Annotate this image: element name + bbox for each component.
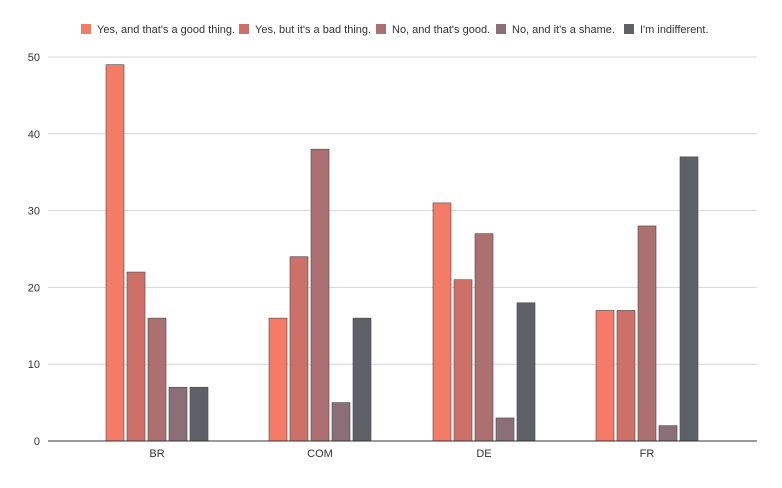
chart-bars — [105, 64, 699, 442]
bar — [595, 310, 615, 442]
bar — [658, 425, 678, 442]
x-tick-label: BR — [149, 448, 164, 460]
legend-swatch — [624, 24, 634, 34]
legend-item: Yes, but it's a bad thing. — [239, 24, 371, 36]
y-tick-label: 40 — [28, 129, 40, 141]
bar — [474, 233, 494, 442]
legend-item: Yes, and that's a good thing. — [81, 24, 235, 36]
legend-swatch — [81, 24, 91, 34]
legend-label: I'm indifferent. — [640, 24, 709, 36]
bar — [168, 386, 188, 442]
x-tick-label: FR — [640, 448, 655, 460]
legend-item: No, and it's a shame. — [496, 24, 615, 36]
legend-swatch — [239, 24, 249, 34]
legend-item: I'm indifferent. — [624, 24, 709, 36]
x-tick-label: COM — [307, 448, 333, 460]
y-tick-label: 10 — [28, 359, 40, 371]
x-tick-label: DE — [476, 448, 491, 460]
bar — [310, 148, 330, 442]
bar — [105, 64, 125, 442]
bar — [453, 279, 473, 442]
legend-swatch — [376, 24, 386, 34]
y-tick-label: 30 — [28, 206, 40, 218]
bar — [637, 225, 657, 442]
bar — [189, 386, 209, 442]
bar — [495, 417, 515, 442]
bar — [331, 402, 351, 442]
bar — [616, 310, 636, 442]
bar — [352, 317, 372, 442]
legend-label: Yes, but it's a bad thing. — [255, 24, 371, 36]
x-axis-ticks: BR COM DE FR — [149, 448, 654, 460]
legend-swatch — [496, 24, 506, 34]
legend-item: No, and that's good. — [376, 24, 490, 36]
y-tick-label: 0 — [34, 436, 40, 448]
bar — [147, 317, 167, 442]
legend-label: No, and that's good. — [392, 24, 490, 36]
bar — [289, 256, 309, 442]
bar — [268, 317, 288, 442]
legend-label: No, and it's a shame. — [512, 24, 615, 36]
bar — [679, 156, 699, 442]
y-tick-label: 50 — [28, 52, 40, 64]
y-tick-label: 20 — [28, 282, 40, 294]
bar — [126, 271, 146, 442]
legend-label: Yes, and that's a good thing. — [97, 24, 235, 36]
bar — [432, 202, 452, 442]
y-axis-ticks: 0 10 20 30 40 50 — [28, 52, 40, 448]
chart-legend: Yes, and that's a good thing. Yes, but it… — [81, 24, 709, 36]
bar — [516, 302, 536, 442]
